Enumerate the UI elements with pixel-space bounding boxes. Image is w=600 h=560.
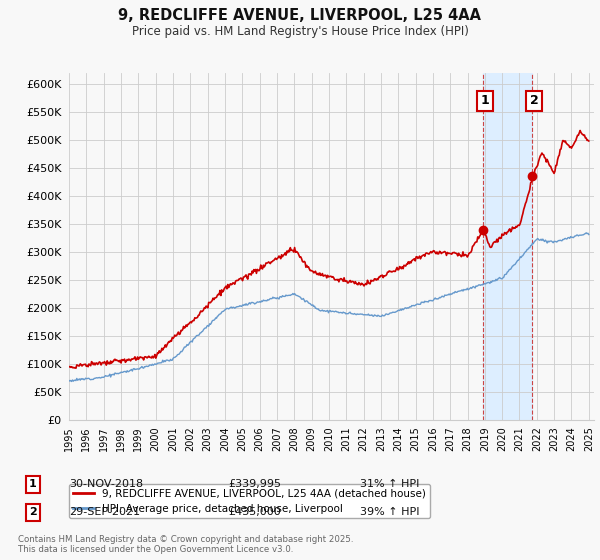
Text: 1: 1 xyxy=(29,479,37,489)
Text: 1: 1 xyxy=(481,94,490,108)
Text: 29-SEP-2021: 29-SEP-2021 xyxy=(69,507,140,517)
Legend: 9, REDCLIFFE AVENUE, LIVERPOOL, L25 4AA (detached house), HPI: Average price, de: 9, REDCLIFFE AVENUE, LIVERPOOL, L25 4AA … xyxy=(69,484,430,518)
Text: 30-NOV-2018: 30-NOV-2018 xyxy=(69,479,143,489)
Text: 2: 2 xyxy=(29,507,37,517)
Text: 31% ↑ HPI: 31% ↑ HPI xyxy=(360,479,419,489)
Text: £435,000: £435,000 xyxy=(228,507,281,517)
Text: £339,995: £339,995 xyxy=(228,479,281,489)
Text: Price paid vs. HM Land Registry's House Price Index (HPI): Price paid vs. HM Land Registry's House … xyxy=(131,25,469,38)
Text: Contains HM Land Registry data © Crown copyright and database right 2025.
This d: Contains HM Land Registry data © Crown c… xyxy=(18,535,353,554)
Bar xyxy=(484,73,532,420)
Text: 9, REDCLIFFE AVENUE, LIVERPOOL, L25 4AA: 9, REDCLIFFE AVENUE, LIVERPOOL, L25 4AA xyxy=(119,8,482,24)
Text: 39% ↑ HPI: 39% ↑ HPI xyxy=(360,507,419,517)
Text: 2: 2 xyxy=(530,94,539,108)
